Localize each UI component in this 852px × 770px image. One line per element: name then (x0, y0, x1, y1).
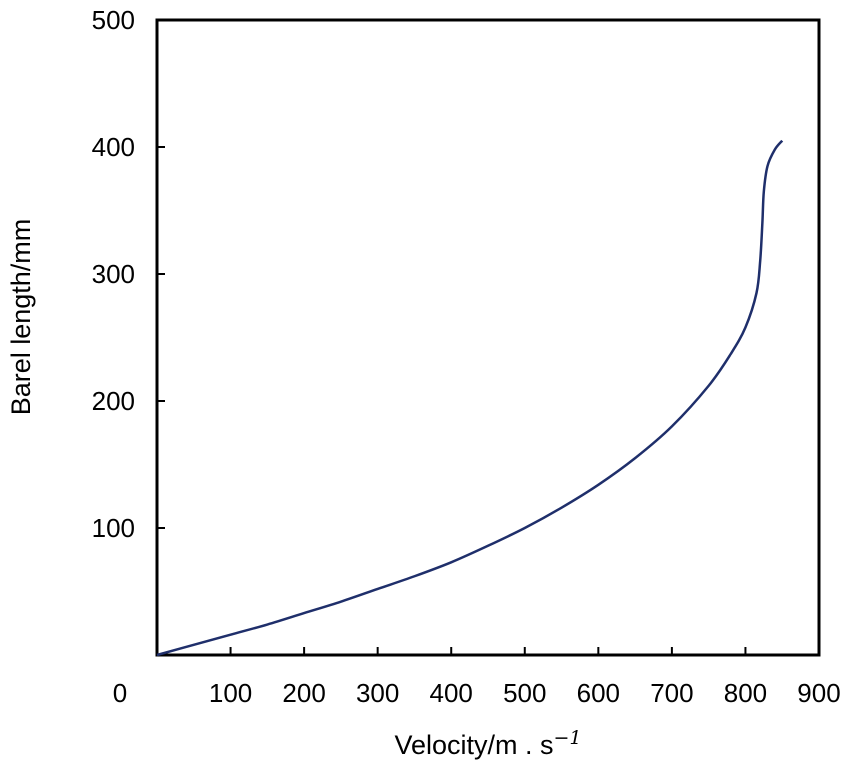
x-tick-label: 200 (282, 678, 325, 708)
x-tick-label: 800 (724, 678, 767, 708)
x-tick-label: 500 (503, 678, 546, 708)
y-tick-label: 500 (92, 5, 135, 35)
x-tick-label: 0 (113, 678, 127, 708)
y-axis-title: Barel length/mm (6, 219, 36, 416)
y-tick-label: 400 (92, 132, 135, 162)
y-tick-label: 300 (92, 259, 135, 289)
x-tick-label: 400 (430, 678, 473, 708)
x-tick-label: 900 (797, 678, 840, 708)
plot-frame (155, 18, 821, 657)
x-tick-label: 300 (356, 678, 399, 708)
x-axis-title-exponent: −1 (554, 727, 582, 749)
y-tick-label: 100 (92, 513, 135, 543)
series-layer (156, 139, 784, 657)
x-tick-label: 600 (577, 678, 620, 708)
y-axis-ticks: 100 200 300 400 500 (92, 5, 165, 543)
x-axis-ticks: 0 100 200 300 400 500 600 700 800 900 (113, 647, 841, 708)
y-tick-label: 200 (92, 386, 135, 416)
x-tick-label: 100 (209, 678, 252, 708)
x-tick-label: 700 (650, 678, 693, 708)
series-line (156, 139, 784, 657)
x-axis-title: Velocity/m . s−1 (394, 727, 581, 760)
